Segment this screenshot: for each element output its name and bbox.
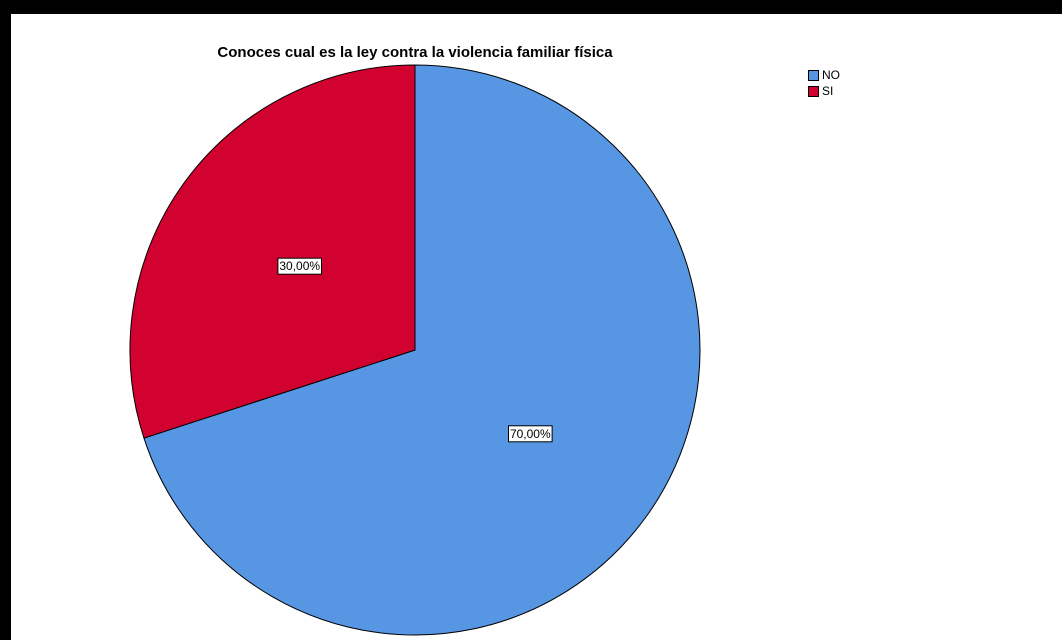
data-label-text: 70,00% <box>510 427 551 441</box>
legend-swatch-si <box>808 85 819 97</box>
legend-label-no: NO <box>822 68 840 82</box>
pie-chart: Conoces cual es la ley contra la violenc… <box>129 44 701 636</box>
data-label-box <box>508 425 553 443</box>
chart-legend: NO SI <box>808 68 840 100</box>
data-label-box <box>277 257 322 275</box>
pie-slice-si <box>129 64 416 439</box>
pie-slice-no <box>143 64 701 636</box>
legend-item-no: NO <box>808 68 840 82</box>
data-label-no: 70,00% <box>508 425 553 443</box>
legend-item-si: SI <box>808 84 840 98</box>
legend-label-si: SI <box>822 84 834 98</box>
chart-frame: Conoces cual es la ley contra la violenc… <box>11 14 1062 640</box>
pie-data-labels: 70,00% 30,00% <box>277 257 553 443</box>
chart-title: Conoces cual es la ley contra la violenc… <box>217 44 613 61</box>
legend-swatch-no <box>808 69 819 81</box>
data-label-si: 30,00% <box>277 257 322 275</box>
data-label-text: 30,00% <box>279 259 320 273</box>
pie-slices <box>129 64 701 636</box>
